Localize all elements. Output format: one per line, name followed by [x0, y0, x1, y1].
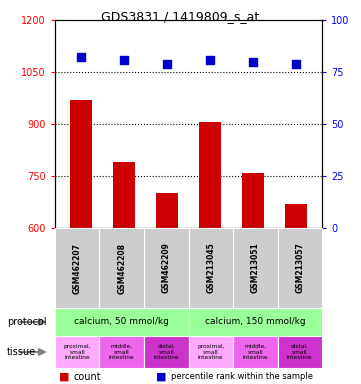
- Bar: [113, 162, 135, 228]
- Text: middle,
small
intestine: middle, small intestine: [243, 344, 268, 360]
- Bar: [156, 193, 178, 228]
- Text: ■: ■: [58, 372, 69, 382]
- Text: count: count: [73, 372, 101, 382]
- Text: tissue: tissue: [7, 347, 36, 357]
- Text: distal,
small
intestine: distal, small intestine: [153, 344, 179, 360]
- Bar: [199, 122, 221, 228]
- Text: GSM462209: GSM462209: [162, 243, 171, 293]
- Bar: [242, 172, 264, 228]
- Point: [207, 56, 213, 63]
- Point: [164, 61, 170, 67]
- Text: GSM213057: GSM213057: [295, 243, 304, 293]
- Text: ■: ■: [156, 372, 166, 382]
- Bar: [286, 204, 307, 228]
- Point: [250, 58, 256, 65]
- Text: calcium, 50 mmol/kg: calcium, 50 mmol/kg: [74, 318, 169, 326]
- Text: proximal,
small
intestine: proximal, small intestine: [197, 344, 225, 360]
- Point: [78, 55, 84, 61]
- Text: percentile rank within the sample: percentile rank within the sample: [170, 372, 313, 381]
- Text: GSM462207: GSM462207: [73, 243, 82, 293]
- Text: protocol: protocol: [7, 317, 47, 327]
- Point: [293, 61, 299, 67]
- Point: [121, 56, 127, 63]
- Text: GSM213051: GSM213051: [251, 243, 260, 293]
- Bar: [70, 100, 92, 228]
- Text: GSM213045: GSM213045: [206, 243, 215, 293]
- Text: GDS3831 / 1419809_s_at: GDS3831 / 1419809_s_at: [101, 10, 260, 23]
- Text: calcium, 150 mmol/kg: calcium, 150 mmol/kg: [205, 318, 305, 326]
- Text: GSM462208: GSM462208: [117, 243, 126, 293]
- Text: proximal,
small
intestine: proximal, small intestine: [64, 344, 91, 360]
- Text: middle,
small
intestine: middle, small intestine: [109, 344, 135, 360]
- Text: distal,
small
intestine: distal, small intestine: [287, 344, 313, 360]
